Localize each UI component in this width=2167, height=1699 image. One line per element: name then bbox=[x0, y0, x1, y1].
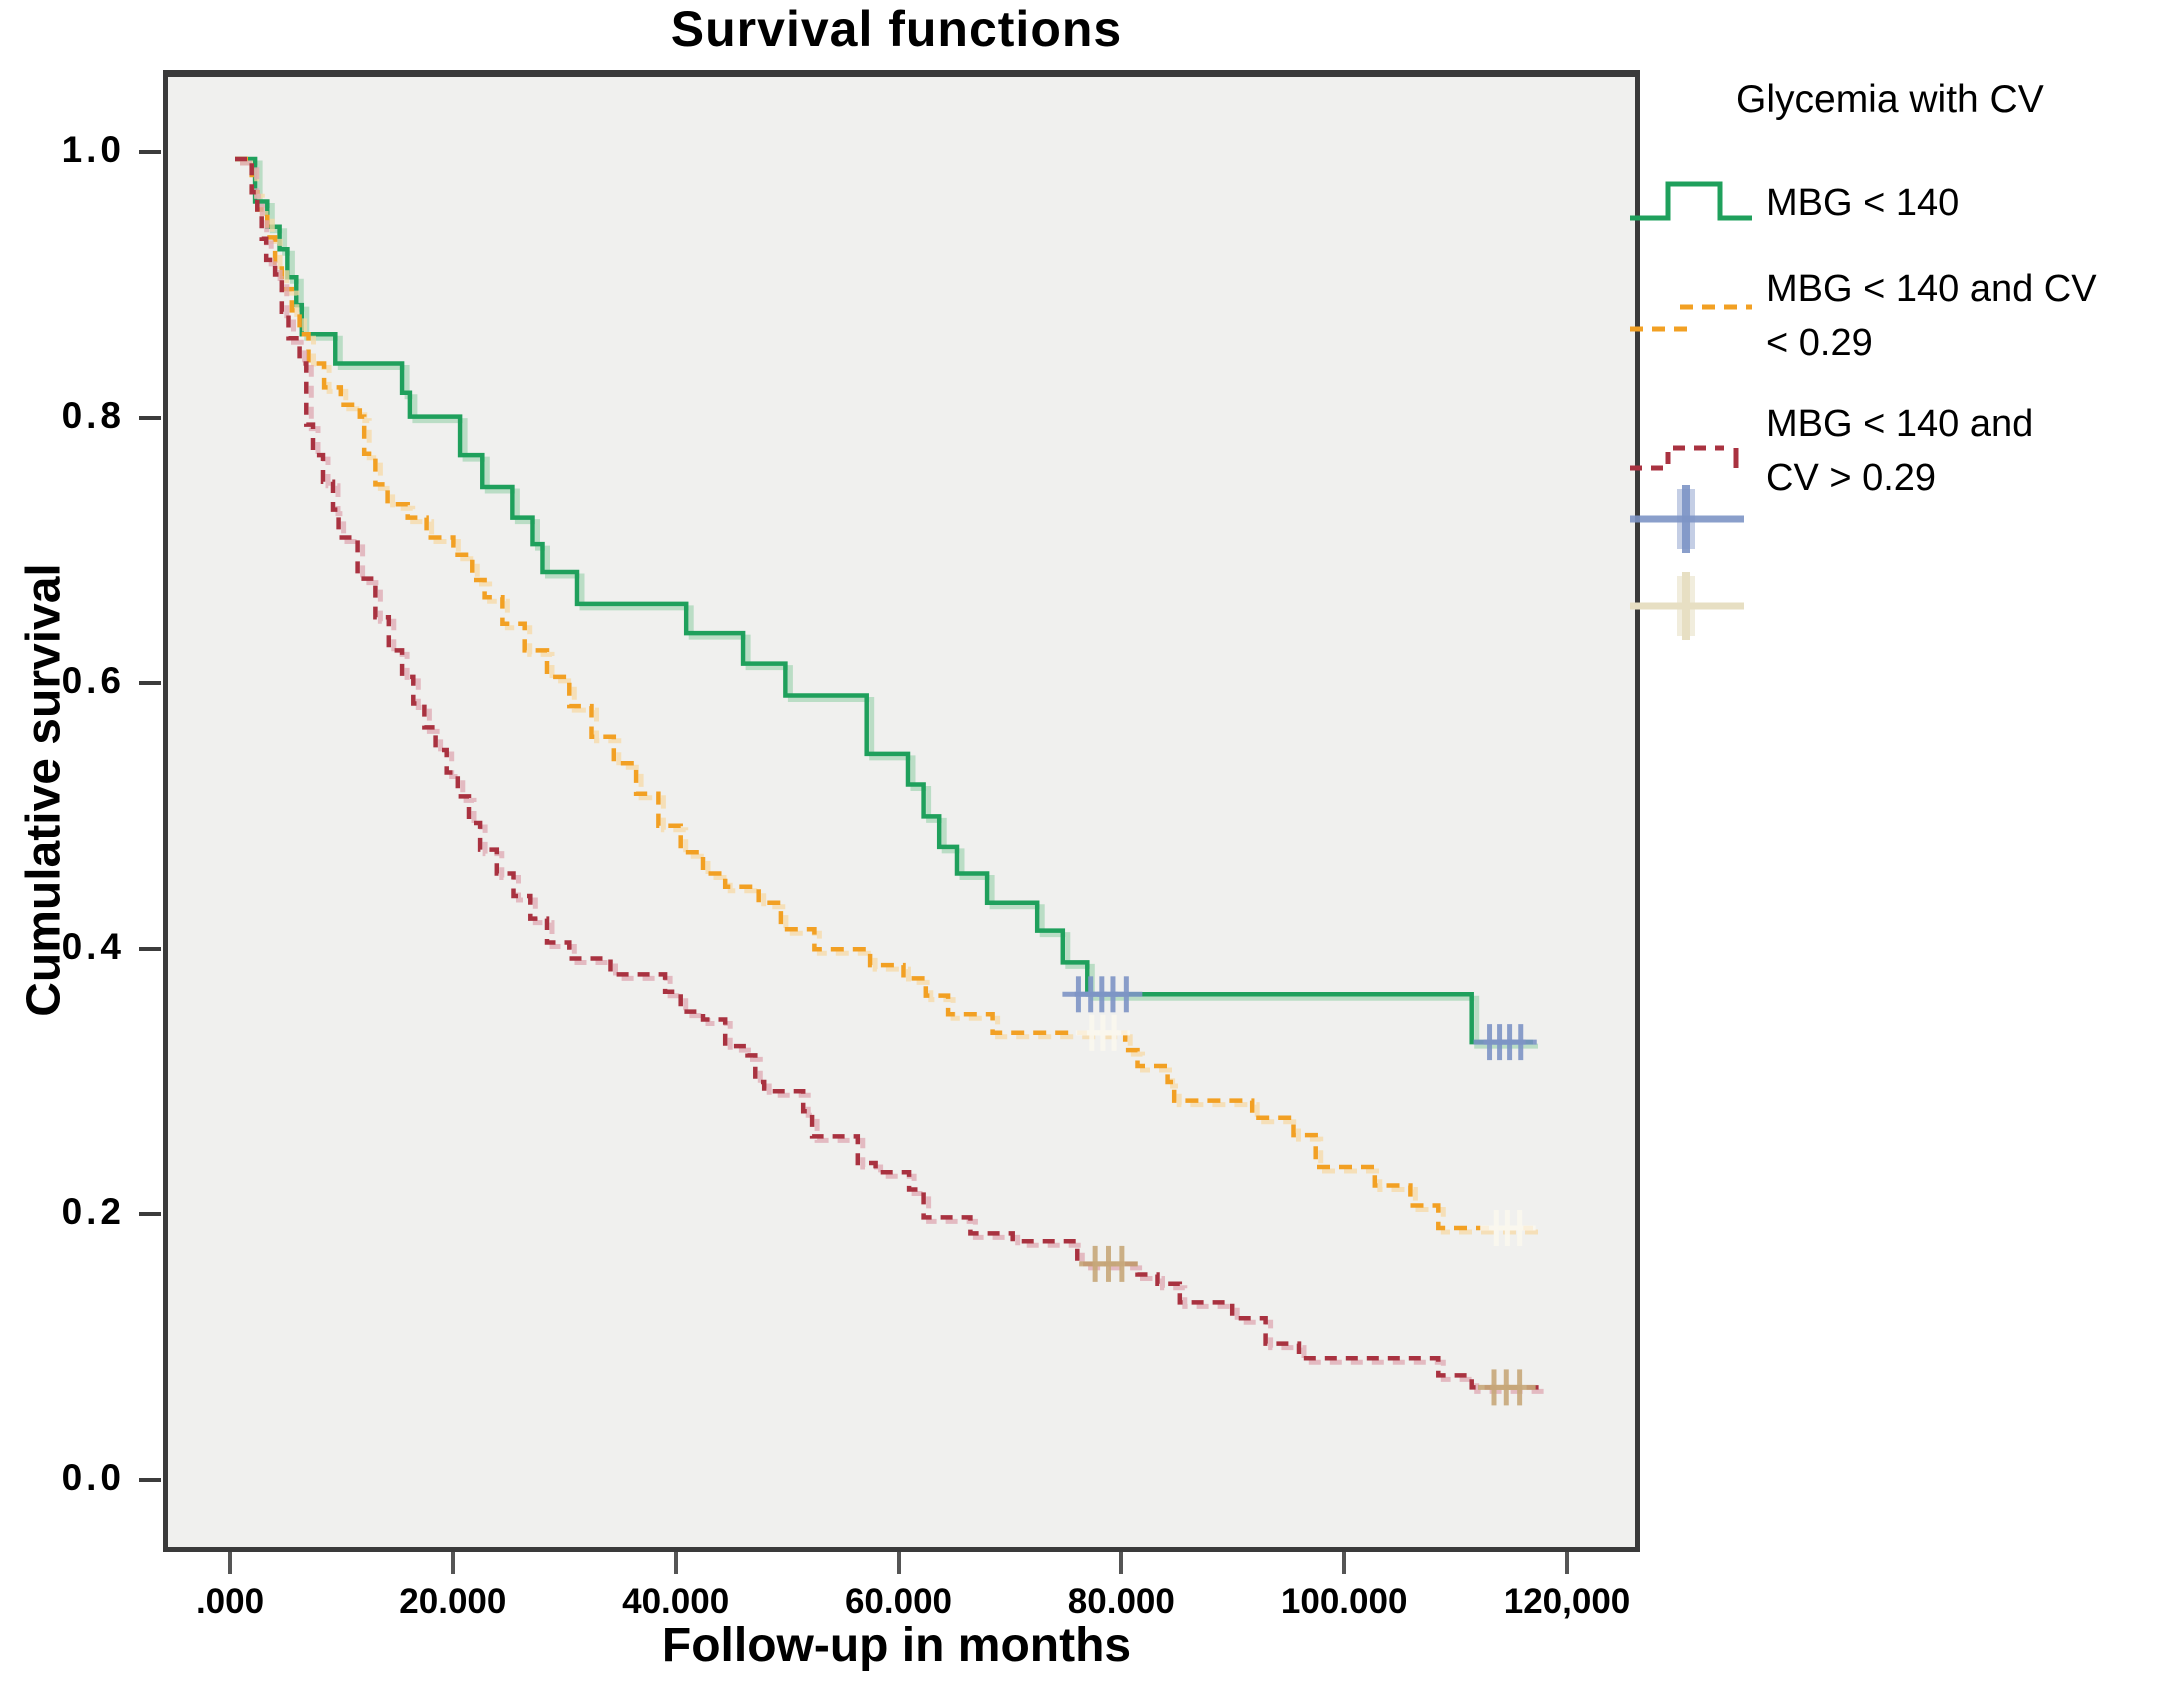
legend-item bbox=[1628, 570, 1766, 642]
legend-item-label: MBG < 140 and CV > 0.29 bbox=[1766, 403, 2034, 499]
y-tick-label: 0.8 bbox=[61, 394, 125, 436]
series-2-shadow-line bbox=[240, 160, 1544, 1394]
series-0-censor-plus-icon bbox=[1504, 1024, 1537, 1061]
x-tick-mark bbox=[896, 1552, 901, 1574]
orange-dash-icon bbox=[1630, 304, 1752, 332]
series-1-censor-plus-icon bbox=[1098, 1014, 1131, 1051]
x-tick-label: 80.000 bbox=[1067, 1582, 1175, 1621]
plot-area bbox=[163, 70, 1640, 1552]
y-tick-label: 0.6 bbox=[61, 660, 125, 702]
legend-item: MBG < 140 and CV < 0.29 bbox=[1628, 263, 2097, 371]
x-tick-mark bbox=[1119, 1552, 1124, 1574]
y-tick-mark bbox=[139, 681, 161, 686]
cream-plus-icon bbox=[1630, 572, 1744, 640]
series-2-step-line bbox=[235, 156, 1539, 1390]
x-tick-label: .000 bbox=[195, 1582, 265, 1621]
y-axis-label: Cumulative survival bbox=[17, 563, 71, 1017]
series-1-censor-plus-icon bbox=[1503, 1210, 1536, 1247]
blue-plus-icon bbox=[1630, 485, 1744, 553]
x-tick-mark bbox=[1565, 1552, 1569, 1574]
red-dash-icon bbox=[1630, 445, 1739, 471]
x-tick-label: 100.000 bbox=[1280, 1582, 1408, 1621]
y-tick-label: 0.2 bbox=[61, 1191, 125, 1233]
series-0-shadow-line bbox=[240, 160, 1538, 1049]
y-tick-label: 1.0 bbox=[61, 129, 125, 170]
x-tick-label: 60.000 bbox=[844, 1582, 953, 1621]
series-1-shadow-line bbox=[240, 160, 1544, 1235]
x-tick-label: 40.000 bbox=[622, 1582, 730, 1621]
green-step-icon bbox=[1630, 181, 1752, 221]
x-tick-mark bbox=[450, 1552, 455, 1574]
x-axis-label: Follow-up in months bbox=[661, 1619, 1132, 1672]
legend-item-label: MBG < 140 bbox=[1766, 182, 1960, 225]
y-tick-mark bbox=[139, 946, 161, 951]
legend-item bbox=[1628, 483, 1766, 555]
x-tick-mark bbox=[1342, 1552, 1347, 1574]
x-tick-label: 120,000 bbox=[1503, 1582, 1631, 1621]
chart-title: Survival functions bbox=[670, 1, 1123, 57]
legend: Glycemia with CV MBG < 140 MBG < 140 and … bbox=[1628, 78, 2163, 640]
series-1-step-line bbox=[235, 156, 1539, 1231]
y-tick-label: 0.0 bbox=[61, 1457, 125, 1498]
y-tick-mark bbox=[139, 1212, 161, 1217]
series-2-censor-plus-icon bbox=[1105, 1245, 1138, 1282]
y-tick-label: 0.4 bbox=[61, 925, 125, 967]
legend-item: MBG < 140 bbox=[1628, 168, 1959, 240]
x-tick-label: 20.000 bbox=[399, 1582, 507, 1621]
series-2-censor-plus-icon bbox=[1503, 1369, 1536, 1406]
x-tick-mark bbox=[673, 1552, 678, 1574]
y-tick-mark bbox=[139, 150, 161, 154]
legend-item-label: MBG < 140 and CV < 0.29 bbox=[1766, 268, 2097, 364]
series-0-step-line bbox=[235, 156, 1533, 1045]
legend-title: Glycemia with CV bbox=[1736, 78, 2044, 121]
y-tick-mark bbox=[139, 1478, 161, 1482]
x-tick-mark bbox=[228, 1552, 232, 1574]
series-0-censor-plus-icon bbox=[1110, 976, 1143, 1013]
legend-item: MBG < 140 and CV > 0.29 bbox=[1628, 398, 2033, 506]
y-tick-mark bbox=[139, 415, 161, 420]
survival-curves-svg bbox=[235, 156, 1544, 1406]
